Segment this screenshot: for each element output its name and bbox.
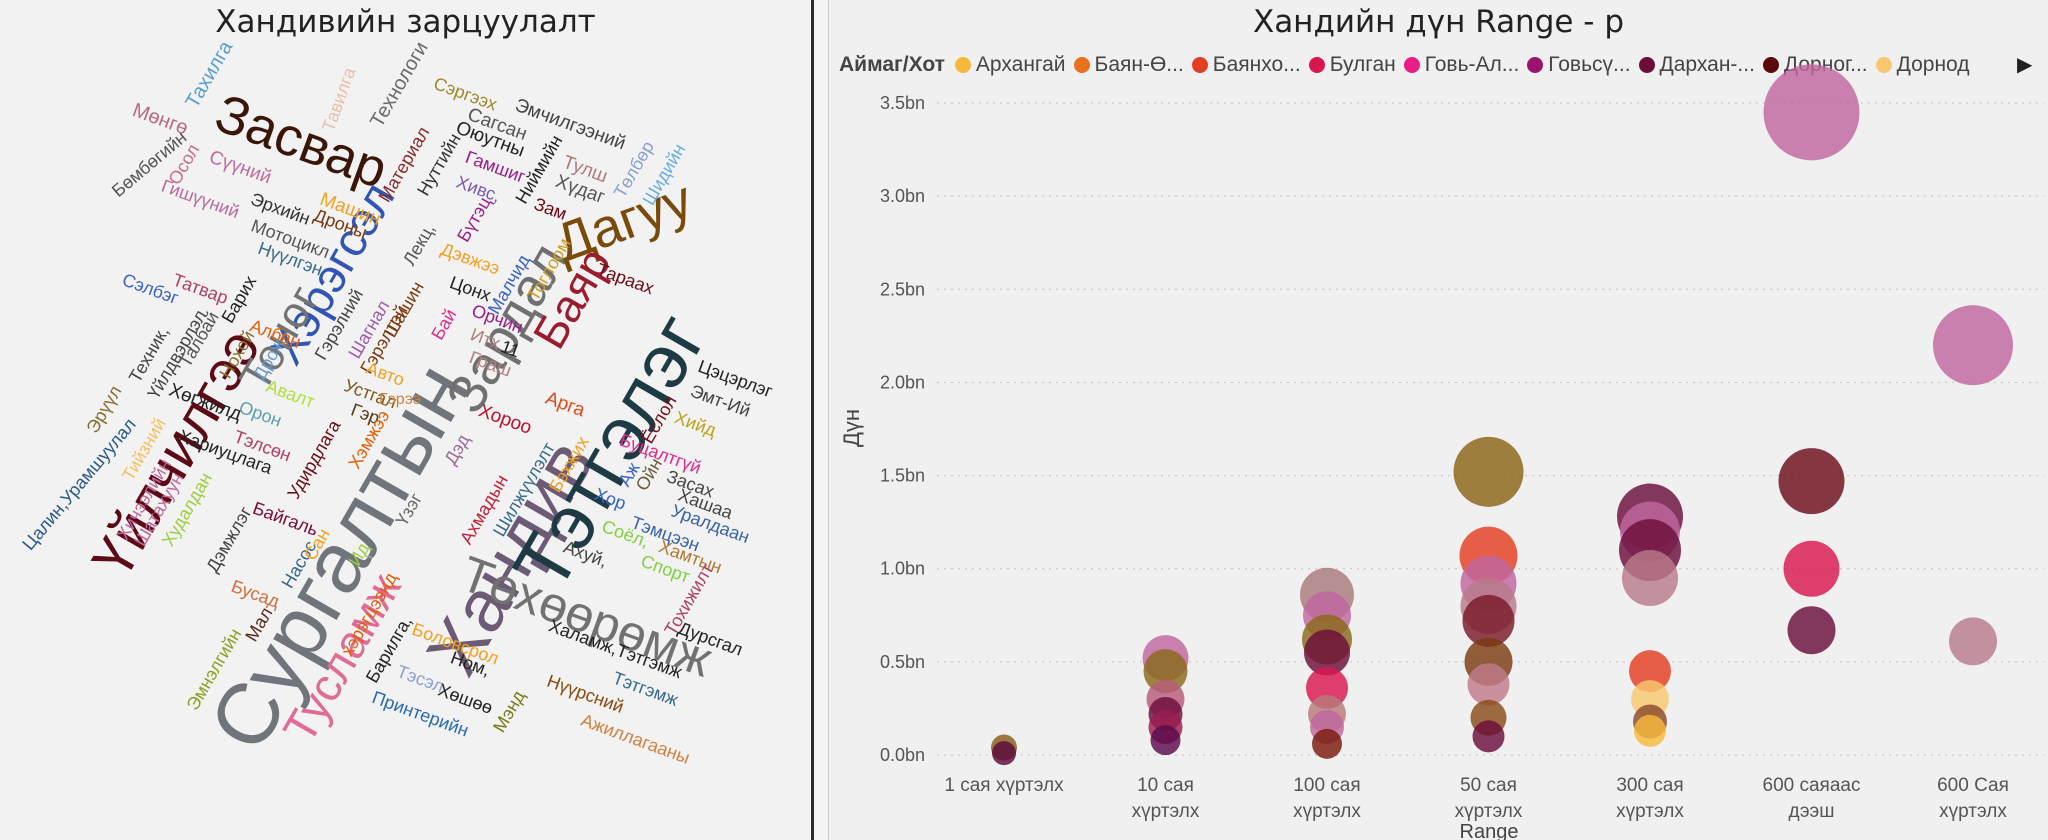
y-tick-label: 3.0bn: [880, 186, 925, 206]
legend-item[interactable]: Булган: [1308, 53, 1396, 77]
bubble[interactable]: [1150, 725, 1181, 756]
wordcloud-word: Гэрээ: [379, 391, 421, 408]
wordcloud-word: Бүтэц: [453, 193, 495, 245]
bubble[interactable]: [1933, 305, 2013, 386]
bubble-chart: 0.0bn 0.5bn 1.0bn 1.5bn 2.0bn 2.5bn 3.0bn 3.5bn…: [839, 64, 2044, 840]
wordcloud-word: Лекц,: [399, 220, 439, 269]
bubble[interactable]: [1787, 606, 1836, 655]
legend-item[interactable]: Баянхо...: [1191, 53, 1301, 77]
legend-next-arrow-icon[interactable]: ▶: [2017, 54, 2033, 76]
y-tick-label: 3.5bn: [880, 93, 925, 113]
bubble[interactable]: [1472, 720, 1505, 753]
wordcloud-word: Мэнд: [489, 687, 529, 736]
legend-dot-icon: [1073, 57, 1090, 73]
x-tick-label: 300 сая хүртэлх: [1616, 775, 1684, 822]
wordcloud-word: Хийд: [672, 407, 719, 441]
wordcloud-word: Бай: [427, 306, 460, 344]
legend-dot-icon: [1875, 57, 1892, 73]
y-tick-label: 2.0bn: [880, 372, 925, 392]
x-tick-label: 600 саяаас дээш: [1763, 775, 1861, 822]
bubble[interactable]: [1622, 550, 1678, 607]
legend-label: Дархан-...: [1659, 53, 1755, 76]
y-tick-label: 2.5bn: [880, 279, 925, 299]
x-axis-title: Range: [1460, 821, 1519, 840]
legend-item[interactable]: Дорнод: [1875, 53, 1970, 77]
legend-item[interactable]: Баян-Ө...: [1073, 53, 1184, 77]
wordcloud-panel: Хандивийн зарцуулалт Хандив Сургалтын Тэтг…: [0, 0, 814, 840]
wordcloud-word: Ажиллагааны: [578, 710, 692, 768]
legend-title: Аймаг/Хот: [839, 53, 945, 76]
bubble[interactable]: [1949, 617, 1997, 666]
x-tick-label: 50 сая хүртэлх: [1455, 775, 1523, 822]
bubble[interactable]: [1634, 714, 1666, 747]
legend-dot-icon: [954, 57, 971, 73]
wordcloud-word: Дэмжлэг: [202, 503, 256, 576]
bubble[interactable]: [1783, 540, 1840, 597]
bubble[interactable]: [1143, 649, 1188, 694]
x-tick-label: 1 сая хүртэлх: [944, 775, 1064, 796]
wordcloud-word: Технологи: [366, 38, 433, 131]
x-tick-label: 600 Сая хүртэлх: [1937, 775, 2009, 822]
bubble[interactable]: [992, 741, 1016, 766]
x-tick-label: 100 сая хүртэлх: [1293, 775, 1361, 822]
wordcloud-word: Орон: [236, 397, 284, 431]
legend-label: Булган: [1329, 53, 1396, 76]
legend-dot-icon: [1308, 57, 1325, 73]
bubble[interactable]: [1312, 728, 1342, 759]
bubble[interactable]: [1462, 594, 1515, 647]
bubble-chart-panel: Хандийн дүн Range - р Аймаг/Хот Архангай…: [828, 0, 2048, 840]
wordcloud-word: Зам: [531, 194, 569, 224]
legend-label: Архангай: [975, 53, 1066, 76]
wordcloud-word: Цонх: [447, 272, 494, 305]
legend-dot-icon: [1527, 57, 1544, 73]
legend-dot-icon: [1638, 57, 1655, 73]
legend-label: Говьсү...: [1548, 53, 1631, 76]
chart-title: Хандийн дүн Range - р: [1252, 4, 1625, 40]
legend-item[interactable]: Говь-Ал...: [1403, 53, 1520, 77]
legend-label: Дорнод: [1896, 53, 1970, 76]
y-tick-label: 0.0bn: [880, 745, 925, 765]
legend-label: Говь-Ал...: [1424, 53, 1520, 76]
bubble[interactable]: [1304, 629, 1350, 676]
wordcloud-word: Татвар: [170, 270, 231, 308]
y-tick-label: 0.5bn: [880, 652, 925, 672]
x-tick-label: 10 сая хүртэлх: [1132, 775, 1200, 822]
wordcloud-word: Гишүүний: [159, 176, 242, 223]
wordcloud-word: Сэргээх: [431, 73, 500, 114]
legend-dot-icon: [1403, 57, 1420, 73]
bubble[interactable]: [1778, 448, 1845, 515]
legend-dot-icon: [1762, 57, 1779, 73]
y-tick-label: 1.5bn: [880, 466, 925, 486]
y-axis-title: Дүн: [839, 409, 864, 447]
y-tick-label: 1.0bn: [880, 559, 925, 579]
legend-label: Баянхо...: [1212, 53, 1301, 76]
bubble[interactable]: [1629, 650, 1671, 693]
wordcloud-word: Тавилга: [318, 64, 360, 134]
bubble[interactable]: [1453, 436, 1524, 507]
legend-item[interactable]: Архангай: [954, 53, 1066, 77]
wordcloud-word: Байгаль: [250, 498, 321, 540]
wordcloud-title: Хандивийн зарцуулалт: [215, 4, 596, 40]
bubble[interactable]: [1467, 663, 1510, 706]
legend-label: Баян-Ө...: [1094, 53, 1184, 76]
legend-dot-icon: [1191, 57, 1208, 73]
legend-item[interactable]: Говьсү...: [1527, 53, 1631, 77]
wordcloud-word: Хороо: [476, 400, 535, 438]
bubble[interactable]: [1763, 64, 1860, 161]
wordcloud-word: Арга: [543, 388, 588, 422]
legend-item[interactable]: Дархан-...: [1638, 53, 1755, 77]
